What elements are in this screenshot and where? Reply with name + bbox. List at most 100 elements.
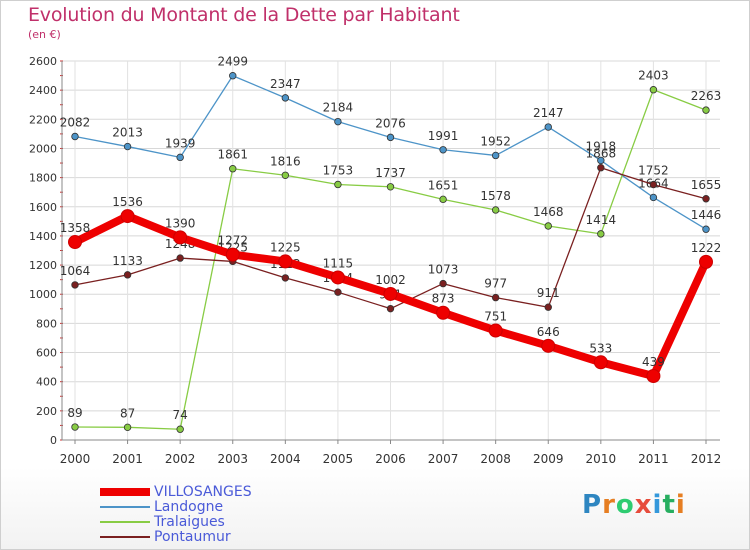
- y-tick-label: 1200: [29, 259, 57, 272]
- data-point: [229, 72, 237, 80]
- data-point: [491, 151, 500, 160]
- data-point: [386, 304, 395, 313]
- data-label: 1073: [428, 263, 459, 277]
- data-label: 1816: [270, 154, 301, 168]
- data-point: [123, 142, 132, 151]
- legend-label: Tralaigues: [154, 514, 225, 530]
- data-label: 977: [484, 277, 507, 291]
- logo-letter: o: [615, 490, 635, 520]
- data-point: [281, 274, 290, 282]
- y-tick-label: 0: [50, 434, 57, 447]
- data-point: [597, 164, 605, 172]
- data-point: [123, 423, 132, 432]
- x-tick-label: 2008: [480, 452, 511, 466]
- legend-item-landogne: Landogne: [100, 500, 223, 514]
- data-point: [334, 117, 342, 126]
- data-label: 873: [432, 292, 455, 306]
- data-point: [120, 209, 135, 224]
- data-point: [699, 254, 713, 269]
- data-label: 533: [589, 341, 612, 355]
- data-label: 1861: [217, 148, 248, 162]
- data-label: 2263: [691, 89, 722, 103]
- y-tick-label: 1000: [29, 288, 57, 301]
- data-label: 1390: [165, 216, 196, 230]
- legend-swatch: [100, 521, 150, 523]
- data-point: [491, 206, 500, 214]
- data-point: [702, 225, 710, 233]
- chart-subtitle: (en €): [28, 28, 61, 41]
- data-label: 1737: [375, 166, 406, 180]
- data-point: [71, 423, 79, 431]
- data-label: 1446: [691, 208, 722, 222]
- y-tick-label: 2400: [29, 84, 57, 97]
- data-point: [593, 355, 608, 370]
- data-point: [597, 230, 605, 238]
- data-point: [702, 106, 710, 114]
- chart-title: Evolution du Montant de la Dette par Hab…: [28, 4, 460, 26]
- y-tick-label: 800: [36, 317, 57, 330]
- data-label: 1952: [480, 134, 511, 148]
- data-label: 2347: [270, 77, 301, 91]
- y-tick-label: 2000: [29, 142, 57, 155]
- data-point: [334, 180, 342, 189]
- data-label: 2082: [60, 116, 91, 130]
- data-label: 1752: [638, 164, 669, 178]
- data-point: [439, 279, 447, 288]
- data-point: [71, 281, 79, 289]
- data-label: 1272: [217, 234, 248, 248]
- y-tick-label: 2600: [29, 55, 57, 68]
- data-point: [649, 193, 658, 202]
- data-label: 1939: [165, 136, 196, 150]
- data-point: [281, 94, 290, 102]
- data-point: [386, 183, 395, 191]
- legend-item-pontaumur: Pontaumur: [100, 530, 231, 544]
- data-label: 1468: [533, 205, 564, 219]
- y-tick-label: 600: [36, 347, 57, 360]
- data-point: [225, 247, 240, 262]
- x-tick-label: 2006: [375, 452, 406, 466]
- data-point: [71, 132, 79, 141]
- x-tick-label: 2000: [60, 452, 91, 466]
- data-point: [544, 123, 552, 131]
- data-point: [597, 156, 605, 165]
- legend-swatch: [100, 536, 150, 538]
- data-label: 1225: [270, 240, 301, 254]
- data-point: [488, 323, 503, 338]
- data-label: 1578: [480, 189, 511, 203]
- legend-label: VILLOSANGES: [154, 484, 252, 500]
- data-label: 646: [537, 325, 560, 339]
- data-point: [278, 254, 293, 269]
- data-label: 87: [120, 406, 135, 420]
- data-label: 2076: [375, 116, 406, 130]
- data-label: 1064: [60, 264, 91, 278]
- data-label: 1222: [691, 241, 722, 255]
- data-point: [541, 338, 556, 353]
- data-label: 1358: [60, 221, 91, 235]
- y-tick-label: 1600: [29, 201, 57, 214]
- data-label: 1002: [375, 273, 406, 287]
- data-point: [439, 195, 447, 204]
- y-tick-label: 1800: [29, 172, 57, 185]
- data-point: [330, 270, 345, 285]
- y-tick-label: 400: [36, 376, 57, 389]
- data-label: 2403: [638, 69, 669, 83]
- x-tick-label: 2012: [691, 452, 722, 466]
- data-point: [383, 286, 398, 301]
- y-tick-label: 200: [36, 405, 57, 418]
- data-label: 1115: [323, 256, 354, 270]
- data-label: 89: [67, 406, 82, 420]
- legend-label: Landogne: [154, 499, 224, 515]
- data-point: [173, 230, 188, 245]
- data-point: [176, 425, 184, 433]
- legend-label: Pontaumur: [154, 529, 231, 545]
- data-point: [646, 369, 661, 384]
- legend-swatch: [100, 488, 150, 496]
- data-point: [334, 288, 342, 296]
- data-label: 1536: [112, 195, 143, 209]
- data-point: [702, 195, 710, 203]
- x-tick-label: 2005: [323, 452, 354, 466]
- data-point: [439, 146, 447, 154]
- data-label: 911: [537, 286, 560, 300]
- x-tick-label: 2010: [586, 452, 617, 466]
